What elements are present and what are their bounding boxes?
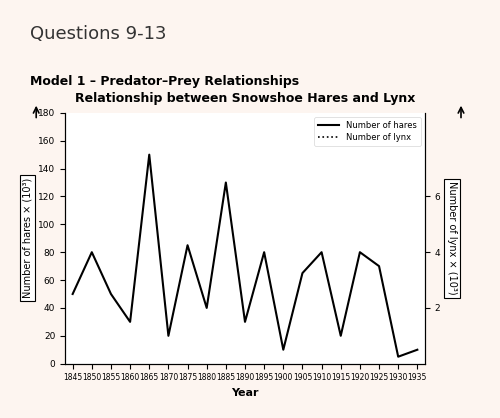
- Y-axis label: Number of lynx × (10³): Number of lynx × (10³): [447, 181, 457, 295]
- Y-axis label: Number of hares × (10³): Number of hares × (10³): [22, 178, 32, 298]
- Number of hares: [242, 319, 248, 324]
- Number of hares: [70, 291, 75, 296]
- Number of hares: [166, 333, 172, 338]
- Text: Questions 9-13: Questions 9-13: [30, 25, 166, 43]
- X-axis label: Year: Year: [231, 388, 259, 398]
- Number of hares: [376, 264, 382, 269]
- Number of hares: [223, 180, 229, 185]
- Text: Model 1 – Predator–Prey Relationships: Model 1 – Predator–Prey Relationships: [30, 75, 299, 88]
- Number of hares: [127, 319, 133, 324]
- Number of hares: [89, 250, 95, 255]
- Number of hares: [280, 347, 286, 352]
- Legend: Number of hares, Number of lynx: Number of hares, Number of lynx: [314, 117, 421, 146]
- Number of hares: [108, 291, 114, 296]
- Number of hares: [261, 250, 267, 255]
- Line: Number of hares: Number of hares: [72, 155, 418, 357]
- Number of hares: [414, 347, 420, 352]
- Number of hares: [146, 152, 152, 157]
- Number of hares: [338, 333, 344, 338]
- Number of hares: [184, 243, 190, 248]
- Title: Relationship between Snowshoe Hares and Lynx: Relationship between Snowshoe Hares and …: [75, 92, 415, 105]
- Number of hares: [357, 250, 363, 255]
- Number of hares: [300, 270, 306, 275]
- Number of hares: [204, 306, 210, 311]
- Number of hares: [395, 354, 401, 359]
- Number of hares: [318, 250, 324, 255]
